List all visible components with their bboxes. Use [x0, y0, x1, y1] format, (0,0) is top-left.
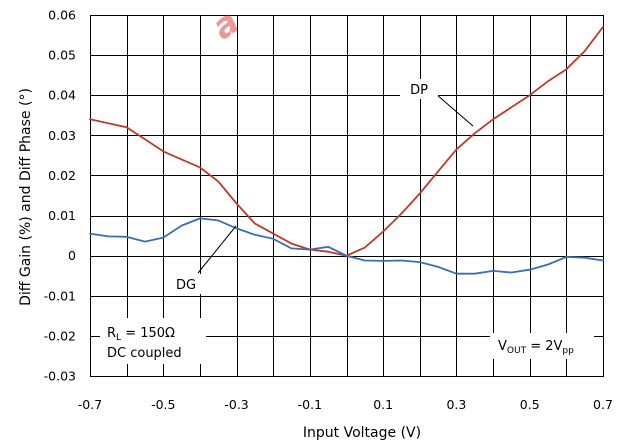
x-tick-label: 0.7	[593, 397, 613, 412]
x-tick-label: 0.1	[373, 397, 393, 412]
x-axis-title: Input Voltage (V)	[303, 425, 421, 441]
dp-leader-line	[436, 94, 474, 127]
annotations: DP DG RL = 150Ω DC coupled VOUT = 2Vpp	[100, 79, 594, 364]
series-line-dg	[89, 217, 604, 275]
y-tick-label: -0.02	[44, 328, 76, 343]
y-tick-label: -0.03	[44, 369, 76, 384]
y-tick-label: 0.06	[48, 8, 76, 23]
rl-label-box	[100, 318, 206, 364]
dp-label-box	[400, 79, 438, 99]
x-tick-label: 0.5	[520, 397, 540, 412]
x-tick-label: -0.1	[298, 397, 322, 412]
watermark-logo: a	[205, 2, 247, 48]
x-tick-label: 0.3	[446, 397, 466, 412]
y-tick-label: 0.02	[48, 168, 76, 183]
tick-labels: 0.06 0.05 0.04 0.03 0.02 0.01 0 -0.01 -0.02 -0.03…	[44, 8, 613, 413]
dg-leader-line	[197, 225, 237, 274]
y-tick-label: 0.04	[48, 88, 76, 103]
x-tick-label: -0.5	[151, 397, 175, 412]
series-line-dp	[89, 26, 604, 257]
dp-label: DP	[410, 83, 428, 98]
y-tick-label: 0	[68, 248, 76, 263]
y-tick-label: -0.01	[44, 288, 76, 303]
series-lines	[89, 26, 604, 275]
y-tick-label: 0.01	[48, 208, 76, 223]
y-axis-title: Diff Gain (%) and Diff Phase (°)	[18, 88, 34, 306]
load-resistance-label: RL = 150Ω	[107, 326, 175, 343]
x-tick-label: -0.3	[224, 397, 248, 412]
x-tick-label: -0.7	[78, 397, 102, 412]
dg-label: DG	[176, 278, 196, 293]
vout-label-box	[490, 333, 594, 359]
plot-frame	[90, 15, 604, 377]
y-tick-label: 0.05	[48, 48, 76, 63]
coupling-label: DC coupled	[107, 346, 182, 361]
y-tick-label: 0.03	[48, 128, 76, 143]
dg-label-box	[168, 274, 204, 294]
output-voltage-label: VOUT = 2Vpp	[498, 339, 574, 356]
grid	[90, 15, 604, 377]
